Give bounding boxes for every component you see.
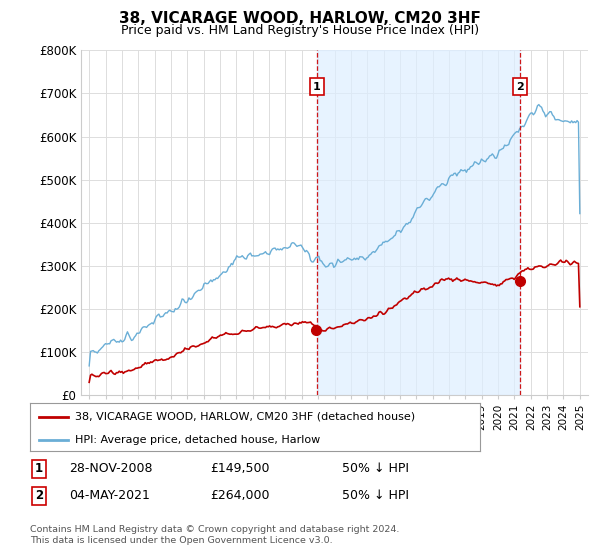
Text: 38, VICARAGE WOOD, HARLOW, CM20 3HF: 38, VICARAGE WOOD, HARLOW, CM20 3HF bbox=[119, 11, 481, 26]
Text: 2: 2 bbox=[35, 489, 43, 502]
Text: 38, VICARAGE WOOD, HARLOW, CM20 3HF (detached house): 38, VICARAGE WOOD, HARLOW, CM20 3HF (det… bbox=[75, 412, 415, 422]
Text: £264,000: £264,000 bbox=[210, 489, 269, 502]
Text: 1: 1 bbox=[313, 82, 320, 92]
Text: 2: 2 bbox=[516, 82, 524, 92]
Text: 50% ↓ HPI: 50% ↓ HPI bbox=[342, 462, 409, 475]
Text: Price paid vs. HM Land Registry's House Price Index (HPI): Price paid vs. HM Land Registry's House … bbox=[121, 24, 479, 37]
Text: 1: 1 bbox=[35, 462, 43, 475]
Text: 28-NOV-2008: 28-NOV-2008 bbox=[69, 462, 152, 475]
Text: HPI: Average price, detached house, Harlow: HPI: Average price, detached house, Harl… bbox=[75, 435, 320, 445]
Text: £149,500: £149,500 bbox=[210, 462, 269, 475]
Text: 04-MAY-2021: 04-MAY-2021 bbox=[69, 489, 150, 502]
Text: Contains HM Land Registry data © Crown copyright and database right 2024.
This d: Contains HM Land Registry data © Crown c… bbox=[30, 525, 400, 545]
Text: 50% ↓ HPI: 50% ↓ HPI bbox=[342, 489, 409, 502]
Bar bbox=[317, 50, 520, 395]
